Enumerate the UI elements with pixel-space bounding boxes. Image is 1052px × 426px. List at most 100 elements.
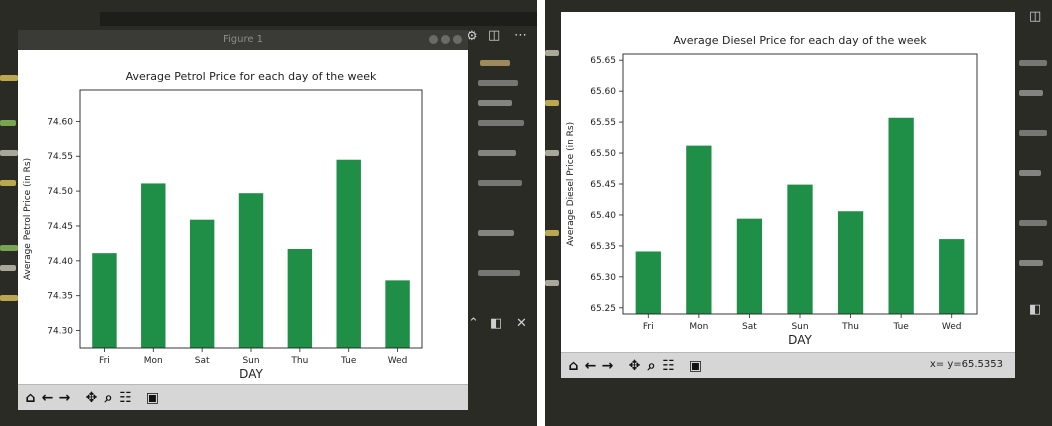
zoom-icon[interactable]: ⌕ xyxy=(647,357,656,374)
x-tick-label: Tue xyxy=(340,356,357,366)
configure-icon[interactable]: ☷ xyxy=(119,389,132,406)
code-fragment xyxy=(545,50,559,56)
x-tick-label: Sat xyxy=(195,356,210,366)
bar-sat xyxy=(189,219,215,348)
y-tick-label: 65.30 xyxy=(590,273,616,283)
split-pane-icon[interactable]: ◫ xyxy=(488,28,501,43)
save-icon[interactable]: ▣ xyxy=(145,389,160,406)
x-tick-label: Fri xyxy=(643,322,654,332)
bar-sun xyxy=(238,193,264,348)
minimap-line xyxy=(478,80,518,86)
x-tick-label: Tue xyxy=(892,322,909,332)
minimap-line xyxy=(1019,60,1047,66)
minimap-line xyxy=(478,230,514,236)
code-fragment xyxy=(545,100,559,106)
code-fragment xyxy=(0,295,18,301)
x-tick-label: Thu xyxy=(841,322,859,332)
bar-wed xyxy=(939,239,965,314)
back-arrow-icon[interactable]: ← xyxy=(41,389,54,406)
y-tick-label: 74.60 xyxy=(47,117,73,127)
maximize-icon[interactable] xyxy=(441,35,450,44)
back-arrow-icon[interactable]: ← xyxy=(584,357,597,374)
code-fragment xyxy=(545,150,559,156)
bar-mon xyxy=(686,145,712,314)
cursor-coordinates: x= y=65.5353 xyxy=(929,359,1003,370)
pan-icon[interactable]: ✥ xyxy=(628,357,641,374)
x-tick-label: Wed xyxy=(942,322,962,332)
x-tick-label: Sun xyxy=(242,356,259,366)
code-fragment xyxy=(545,280,559,286)
bar-tue xyxy=(888,117,914,314)
forward-arrow-icon[interactable]: → xyxy=(601,357,614,374)
close-window-icon[interactable] xyxy=(453,35,462,44)
forward-arrow-icon[interactable]: → xyxy=(58,389,71,406)
figure-title: Figure 1 xyxy=(222,34,264,45)
chart-title: Average Diesel Price for each day of the… xyxy=(673,34,927,47)
y-axis-label: Average Diesel Price (in Rs) xyxy=(566,122,576,246)
y-tick-label: 65.60 xyxy=(590,87,616,97)
y-tick-label: 65.65 xyxy=(590,56,616,66)
bar-fri xyxy=(92,253,117,348)
figure-window: Average Petrol Price for each day of the… xyxy=(18,50,468,410)
x-tick-label: Sun xyxy=(791,322,808,332)
minimap-line xyxy=(478,150,516,156)
bar-wed xyxy=(385,280,410,348)
home-icon[interactable]: ⌂ xyxy=(25,389,36,406)
minimap-line xyxy=(478,180,522,186)
plot-frame xyxy=(622,53,978,315)
window-controls xyxy=(429,35,462,44)
save-icon[interactable]: ▣ xyxy=(688,357,703,374)
y-tick-label: 65.25 xyxy=(590,304,616,314)
configure-icon[interactable]: ☷ xyxy=(662,357,675,374)
chevron-up-icon[interactable]: ⌃ xyxy=(468,316,479,331)
y-tick-label: 65.35 xyxy=(590,242,616,252)
plot-frame xyxy=(79,89,423,349)
figure-window: Average Diesel Price for each day of the… xyxy=(561,12,1015,378)
more-icon[interactable]: ⋯ xyxy=(514,28,527,43)
minimap-line xyxy=(478,120,524,126)
y-tick-label: 74.50 xyxy=(47,187,73,197)
gear-icon[interactable]: ⚙ xyxy=(466,29,478,44)
y-tick-label: 74.35 xyxy=(47,292,73,302)
y-tick-label: 65.50 xyxy=(590,149,616,159)
x-tick-label: Fri xyxy=(99,356,110,366)
x-tick-label: Sat xyxy=(742,322,757,332)
minimize-icon[interactable] xyxy=(429,35,438,44)
minimap-line xyxy=(1019,220,1047,226)
y-tick-label: 65.55 xyxy=(590,118,616,128)
minimap-line xyxy=(1019,170,1041,176)
x-axis-label: DAY xyxy=(239,367,263,381)
home-icon[interactable]: ⌂ xyxy=(568,357,579,374)
split-pane-icon[interactable]: ◫ xyxy=(1029,9,1042,24)
maximize-panel-icon[interactable]: ◧ xyxy=(490,316,503,331)
bar-thu xyxy=(837,211,864,314)
y-axis-label: Average Petrol Price (in Rs) xyxy=(23,158,33,280)
maximize-panel-icon[interactable]: ◧ xyxy=(1029,302,1042,317)
minimap-line xyxy=(1019,260,1043,266)
petrol-bar-chart: Average Petrol Price for each day of the… xyxy=(23,70,423,381)
diesel-bar-chart: Average Diesel Price for each day of the… xyxy=(566,34,978,347)
minimap-line xyxy=(1019,130,1047,136)
right-screenshot: ◫ ◧ Average Diesel Price for each day of… xyxy=(545,0,1052,426)
bar-mon xyxy=(141,183,166,348)
chart-title: Average Petrol Price for each day of the… xyxy=(126,70,377,83)
bar-sun xyxy=(787,184,813,314)
editor-tab-bar xyxy=(100,12,537,26)
y-tick-label: 74.45 xyxy=(47,222,73,232)
left-screenshot: ⚙ ◫ ⋯ ⌃ ◧ ✕ Figure 1 Average Petrol Pric… xyxy=(0,0,537,426)
zoom-icon[interactable]: ⌕ xyxy=(104,389,113,406)
y-tick-label: 65.45 xyxy=(590,180,616,190)
minimap-line xyxy=(478,100,512,106)
bar-thu xyxy=(287,248,313,348)
minimap-line xyxy=(478,270,520,276)
y-tick-label: 74.55 xyxy=(47,152,73,162)
y-tick-label: 65.40 xyxy=(590,211,616,221)
minimap-line xyxy=(480,60,510,66)
code-fragment xyxy=(0,150,18,156)
code-fragment xyxy=(0,75,18,81)
code-fragment xyxy=(545,230,559,236)
x-tick-label: Mon xyxy=(689,322,708,332)
pan-icon[interactable]: ✥ xyxy=(85,389,98,406)
close-icon[interactable]: ✕ xyxy=(516,316,527,331)
minimap-line xyxy=(1019,90,1043,96)
